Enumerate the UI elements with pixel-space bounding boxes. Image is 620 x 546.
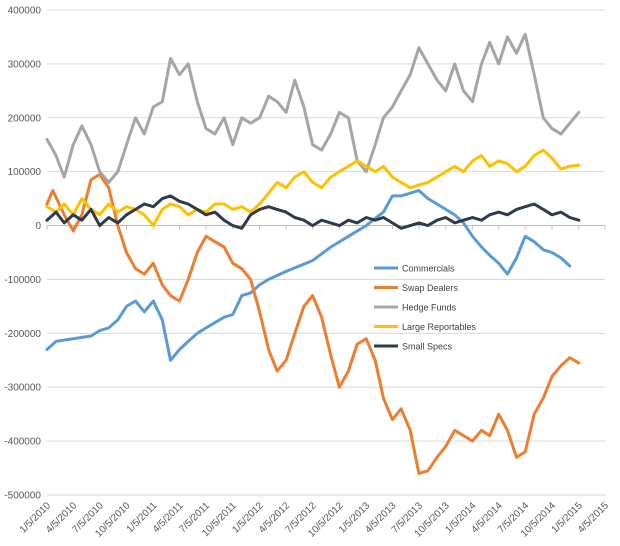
y-tick-label: -400000 [4, 437, 41, 448]
series-line-swap-dealers [45, 172, 581, 475]
legend-label-small-specs: Small Specs [402, 342, 453, 352]
x-axis-tick-labels: 1/5/20104/5/20107/5/201010/5/20101/5/201… [18, 500, 612, 540]
y-tick-label: 200000 [8, 113, 42, 124]
y-tick-label: -500000 [4, 491, 41, 502]
gridlines [47, 9, 605, 496]
legend: Commercials Swap Dealers Hedge Funds Large … [374, 264, 477, 352]
series-line-small-specs [45, 194, 581, 230]
y-tick-label: 300000 [8, 59, 42, 70]
legend-label-swap-dealers: Swap Dealers [402, 283, 459, 293]
series-line-hedge-funds [45, 32, 581, 184]
series-line-commercials [45, 189, 572, 362]
legend-label-commercials: Commercials [402, 264, 455, 274]
y-tick-label: 0 [35, 221, 41, 232]
x-axis [46, 225, 606, 230]
y-tick-label: 400000 [8, 6, 42, 17]
y-tick-label: -100000 [4, 275, 41, 286]
legend-label-hedge-funds: Hedge Funds [402, 303, 457, 313]
y-tick-label: -200000 [4, 329, 41, 340]
y-tick-label: 100000 [8, 167, 42, 178]
legend-label-large-reportables: Large Reportables [402, 322, 477, 332]
y-tick-label: -300000 [4, 383, 41, 394]
y-axis-tick-labels: 400000 300000 200000 100000 0 -100000 -200000 -… [4, 6, 41, 502]
series-lines [45, 32, 581, 475]
